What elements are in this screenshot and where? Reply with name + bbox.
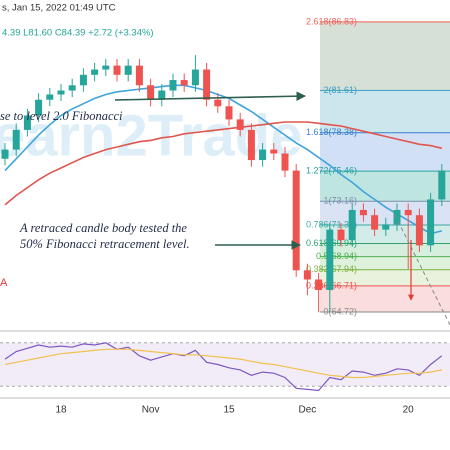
candle-body xyxy=(236,119,244,130)
candle-body xyxy=(281,153,289,171)
rsi-band xyxy=(0,342,450,387)
fib-label: 2.618(86.83) xyxy=(306,16,357,26)
candle-body xyxy=(180,80,188,86)
x-tick-label: Nov xyxy=(142,405,160,416)
fib-band xyxy=(320,21,450,91)
candle-body xyxy=(326,229,334,290)
candle-body xyxy=(427,199,435,246)
candle-body xyxy=(292,170,300,271)
fib-band xyxy=(320,269,450,286)
candle-body xyxy=(46,94,54,100)
annotation: A xyxy=(0,277,8,289)
candle-body xyxy=(35,99,43,116)
candle-body xyxy=(68,85,76,91)
rsi-line xyxy=(4,342,443,392)
fib-band xyxy=(320,243,450,257)
candle-body xyxy=(135,65,143,86)
candle-body xyxy=(247,129,255,161)
candle-body xyxy=(23,115,31,130)
annotation: se to level 2.0 Fibonacci xyxy=(0,109,123,123)
candle-body xyxy=(348,209,356,241)
candle-body xyxy=(79,74,87,86)
candle-body xyxy=(382,224,390,230)
candle-body xyxy=(91,69,99,75)
x-tick-label: Dec xyxy=(299,405,317,416)
moving-average xyxy=(4,121,442,206)
candle-body xyxy=(415,215,423,246)
candle-body xyxy=(359,209,367,216)
annotation: A retraced candle body tested the xyxy=(19,221,187,235)
candle-body xyxy=(337,229,345,241)
candle-body xyxy=(158,90,166,100)
candle-body xyxy=(102,65,110,70)
arrow xyxy=(114,91,306,101)
fib-label: 1.618(78.38) xyxy=(306,127,357,137)
candle-body xyxy=(259,149,267,161)
candle-body xyxy=(270,149,278,154)
candle-body xyxy=(303,270,311,280)
candle-body xyxy=(438,170,446,200)
fib-label: 2(81.61) xyxy=(323,85,357,95)
candle-body xyxy=(225,106,233,120)
fib-label: 0.786(71.35) xyxy=(306,219,357,229)
x-tick-label: 15 xyxy=(223,405,235,416)
candle-body xyxy=(124,65,132,75)
annotation: 50% Fibonacci retracement level. xyxy=(20,237,190,251)
rsi-panel xyxy=(0,342,450,392)
candle-body xyxy=(371,215,379,230)
candle-body xyxy=(315,279,323,290)
candle-body xyxy=(57,90,65,95)
candle-body xyxy=(12,129,20,150)
fib-label: 0.5(68.94) xyxy=(316,251,357,261)
header-date: s, Jan 15, 2022 01:49 UTC xyxy=(2,3,116,14)
candle-body xyxy=(113,65,121,75)
candle-body xyxy=(169,80,177,91)
candle-body xyxy=(191,69,199,86)
x-tick-label: 18 xyxy=(55,405,67,416)
fib-label: 1(73.16) xyxy=(323,196,357,206)
candle-body xyxy=(393,209,401,225)
candle-body xyxy=(203,69,211,100)
fib-band xyxy=(320,285,450,313)
moving-average xyxy=(4,84,442,235)
header-ohlc: 4.39 L81.60 C84.39 +2.72 (+3.34%) xyxy=(2,28,154,39)
x-tick-label: 20 xyxy=(403,405,415,416)
fib-label: 1.272(75.46) xyxy=(306,165,357,175)
candle-body xyxy=(214,99,222,107)
moving-averages xyxy=(4,84,442,235)
candles xyxy=(1,55,446,313)
candle-body xyxy=(1,149,9,159)
fib-band xyxy=(320,132,450,172)
candle-body xyxy=(147,85,155,100)
fib-band xyxy=(320,171,450,202)
fib-label: 0(64.72) xyxy=(323,306,357,316)
x-axis-labels: 18 Nov 15 Dec 20 xyxy=(55,405,414,416)
rsi-line xyxy=(4,348,442,379)
candle-body xyxy=(404,209,412,216)
